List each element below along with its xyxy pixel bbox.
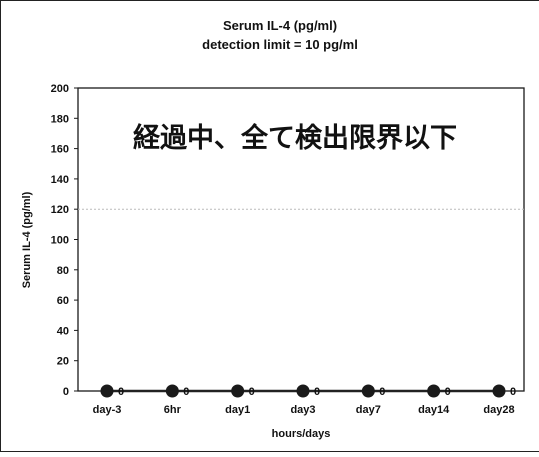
y-tick-label: 20 xyxy=(57,356,69,368)
y-tick-label: 0 xyxy=(63,386,69,398)
y-tick-label: 120 xyxy=(51,204,69,216)
data-point xyxy=(231,384,245,398)
y-axis-label: Serum IL-4 (pg/ml) xyxy=(21,191,33,288)
data-point xyxy=(427,384,441,398)
y-tick-label: 40 xyxy=(57,325,69,337)
data-label: 0 xyxy=(445,386,451,398)
x-tick-label: day7 xyxy=(356,404,381,416)
x-tick-label: 6hr xyxy=(164,404,182,416)
x-tick-label: day1 xyxy=(225,404,250,416)
chart-title: Serum IL-4 (pg/ml) xyxy=(223,18,337,33)
x-axis-label: hours/days xyxy=(272,428,331,440)
x-tick-label: day3 xyxy=(290,404,315,416)
y-tick-label: 60 xyxy=(57,295,69,307)
data-point xyxy=(296,384,310,398)
data-label: 0 xyxy=(183,386,189,398)
y-tick-label: 200 xyxy=(51,83,69,95)
annotation-text: 経過中、全て検出限界以下 xyxy=(133,122,457,154)
data-point xyxy=(165,384,179,398)
data-label: 0 xyxy=(379,386,385,398)
data-point xyxy=(361,384,375,398)
y-tick-label: 180 xyxy=(51,113,69,125)
data-label: 0 xyxy=(510,386,516,398)
data-label: 0 xyxy=(249,386,255,398)
y-tick-label: 140 xyxy=(51,174,69,186)
data-point xyxy=(100,384,114,398)
x-tick-label: day28 xyxy=(483,404,514,416)
plot-area xyxy=(77,87,525,392)
y-tick-label: 100 xyxy=(51,235,69,247)
chart-subtitle: detection limit = 10 pg/ml xyxy=(202,37,358,52)
y-tick-label: 160 xyxy=(51,144,69,156)
data-label: 0 xyxy=(118,386,124,398)
data-point xyxy=(492,384,506,398)
x-tick-label: day14 xyxy=(418,404,450,416)
y-tick-label: 80 xyxy=(57,265,69,277)
data-label: 0 xyxy=(314,386,320,398)
x-tick-label: day-3 xyxy=(93,404,122,416)
